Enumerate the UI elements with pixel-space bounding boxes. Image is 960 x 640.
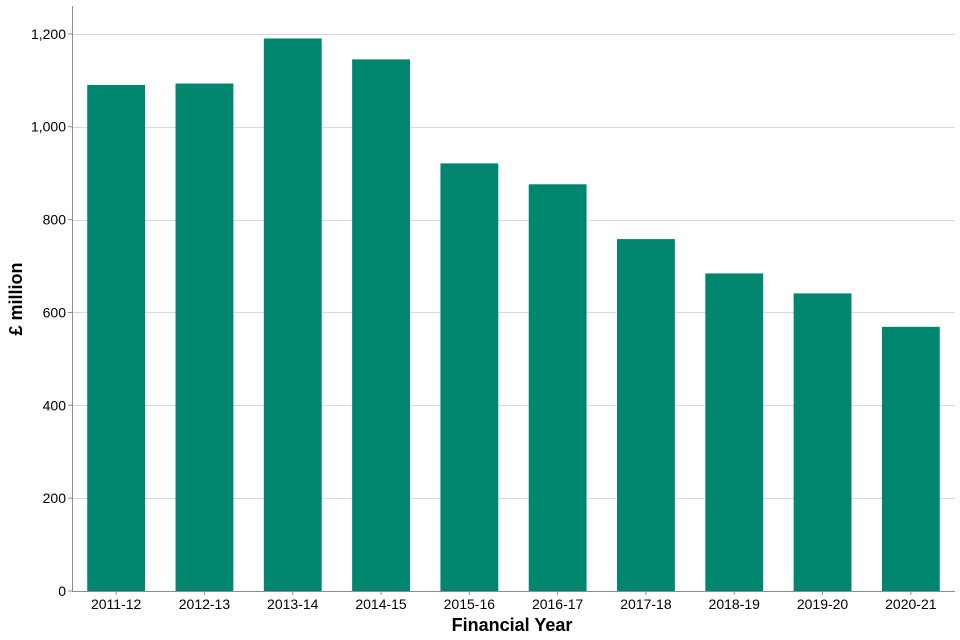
y-tick-label: 600 — [43, 304, 67, 320]
x-tick-label: 2020-21 — [885, 596, 937, 612]
y-tick-label: 0 — [58, 583, 66, 599]
y-tick-label: 200 — [43, 490, 67, 506]
bar-2011-12 — [87, 84, 146, 591]
x-tick-labels: 2011-12 2012-13 2013-14 2014-15 2015-16 2016-… — [91, 591, 937, 612]
x-tick-label: 2018-19 — [709, 596, 761, 612]
y-tick-label: 1,200 — [31, 26, 66, 42]
x-tick-label: 2011-12 — [91, 596, 142, 612]
bar-2016-17 — [528, 184, 587, 592]
x-tick-label: 2013-14 — [267, 596, 319, 612]
y-tick-label: 800 — [43, 212, 67, 228]
x-tick-label: 2015-16 — [444, 596, 496, 612]
y-tick-label: 1,000 — [31, 119, 66, 135]
x-tick-label: 2017-18 — [620, 596, 672, 612]
bar-2019-20 — [793, 293, 852, 591]
axes — [72, 6, 955, 592]
y-tick-label: 400 — [43, 397, 67, 413]
x-axis-title: Financial Year — [452, 615, 573, 635]
bar-2017-18 — [617, 239, 675, 592]
bars — [87, 38, 940, 592]
y-tick-labels: 0 200 400 600 800 1,000 1,200 — [31, 26, 72, 599]
bar-2020-21 — [881, 326, 940, 591]
x-tick-label: 2014-15 — [355, 596, 407, 612]
bar-2014-15 — [352, 59, 410, 591]
y-axis-title: £ million — [6, 262, 26, 335]
bar-2012-13 — [175, 83, 234, 592]
bar-2015-16 — [440, 163, 499, 591]
x-tick-label: 2016-17 — [532, 596, 584, 612]
bar-2013-14 — [263, 38, 322, 591]
x-tick-label: 2012-13 — [179, 596, 231, 612]
bar-2018-19 — [705, 273, 764, 591]
x-tick-label: 2019-20 — [797, 596, 849, 612]
